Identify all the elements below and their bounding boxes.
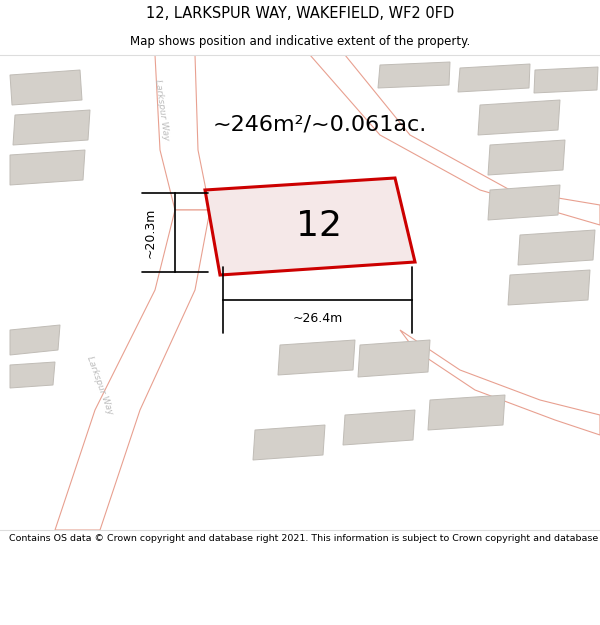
Text: 12, LARKSPUR WAY, WAKEFIELD, WF2 0FD: 12, LARKSPUR WAY, WAKEFIELD, WF2 0FD: [146, 6, 454, 21]
Polygon shape: [10, 70, 82, 105]
Text: ~20.3m: ~20.3m: [143, 208, 157, 258]
Text: Larkspur Way: Larkspur Way: [85, 354, 115, 416]
Polygon shape: [253, 425, 325, 460]
Polygon shape: [400, 330, 600, 435]
Polygon shape: [478, 100, 560, 135]
Polygon shape: [13, 110, 90, 145]
Polygon shape: [488, 185, 560, 220]
Text: Contains OS data © Crown copyright and database right 2021. This information is : Contains OS data © Crown copyright and d…: [9, 534, 600, 542]
Polygon shape: [518, 230, 595, 265]
Text: Larkspur Way: Larkspur Way: [153, 79, 171, 141]
Polygon shape: [10, 325, 60, 355]
Polygon shape: [205, 178, 415, 275]
Polygon shape: [10, 362, 55, 388]
Text: ~26.4m: ~26.4m: [292, 311, 343, 324]
Polygon shape: [488, 140, 565, 175]
Polygon shape: [378, 62, 450, 88]
Polygon shape: [458, 64, 530, 92]
Text: ~246m²/~0.061ac.: ~246m²/~0.061ac.: [213, 115, 427, 135]
Polygon shape: [343, 410, 415, 445]
Polygon shape: [155, 55, 210, 210]
Polygon shape: [278, 340, 355, 375]
Polygon shape: [55, 210, 210, 530]
Polygon shape: [534, 67, 598, 93]
Polygon shape: [10, 150, 85, 185]
Polygon shape: [508, 270, 590, 305]
Text: Map shows position and indicative extent of the property.: Map shows position and indicative extent…: [130, 35, 470, 48]
Polygon shape: [428, 395, 505, 430]
Polygon shape: [310, 55, 600, 225]
Polygon shape: [358, 340, 430, 377]
Text: 12: 12: [296, 209, 342, 243]
